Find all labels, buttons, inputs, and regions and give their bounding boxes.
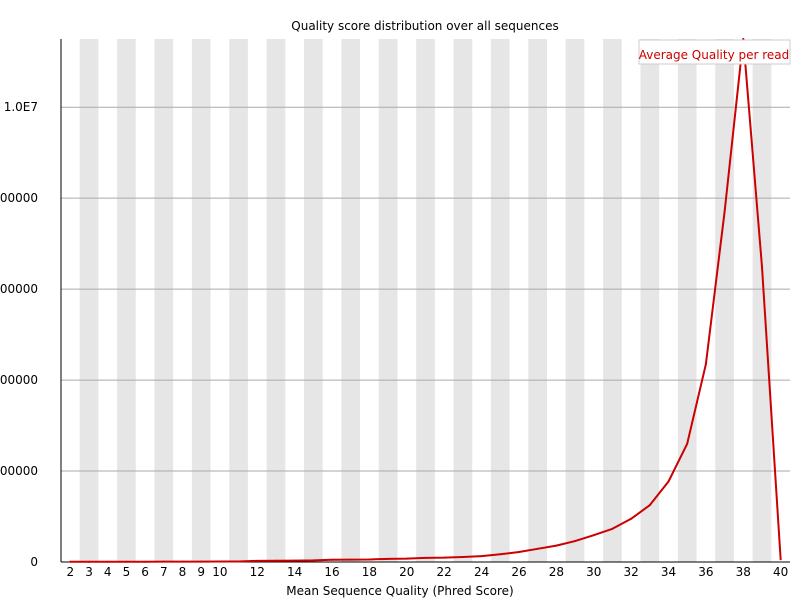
x-tick-label: 2 — [67, 565, 75, 579]
x-tick-label: 18 — [362, 565, 377, 579]
data-point-q7 — [162, 560, 165, 563]
alternating-column-bands — [79, 39, 772, 562]
y-tick-label: 0 — [30, 555, 38, 569]
data-point-q28 — [555, 544, 558, 547]
data-point-q5 — [125, 560, 128, 563]
data-point-q17 — [349, 558, 352, 561]
y-tick-label: 6000000 — [0, 282, 38, 296]
band-column-25 — [490, 39, 510, 562]
band-column-3 — [79, 39, 99, 562]
x-tick-label: 8 — [179, 565, 187, 579]
band-column-7 — [154, 39, 174, 562]
data-point-q15 — [312, 559, 315, 562]
data-point-q32 — [630, 517, 633, 520]
x-tick-label: 40 — [773, 565, 788, 579]
data-point-q10 — [218, 560, 221, 563]
band-column-11 — [229, 39, 248, 562]
x-tick-label: 20 — [399, 565, 414, 579]
x-tick-label: 5 — [123, 565, 131, 579]
x-tick-label: 16 — [324, 565, 339, 579]
band-column-9 — [191, 39, 211, 562]
y-tick-labels: 0 2000000 4000000 6000000 8000000 1.0E7 — [0, 100, 38, 569]
band-column-29 — [565, 39, 585, 562]
data-point-q33 — [648, 504, 651, 507]
data-point-q35 — [686, 442, 689, 445]
data-point-q8 — [181, 560, 184, 563]
y-tick-label: 1.0E7 — [4, 100, 38, 114]
band-column-27 — [528, 39, 547, 562]
band-column-21 — [416, 39, 435, 562]
data-point-q30 — [592, 534, 595, 537]
data-point-q19 — [387, 557, 390, 560]
band-column-19 — [378, 39, 398, 562]
band-column-39 — [752, 39, 772, 562]
x-axis-label: Mean Sequence Quality (Phred Score) — [286, 584, 514, 598]
band-column-37 — [715, 39, 734, 562]
x-tick-labels: 2 3 4 5 6 7 8 9 10 12 14 16 18 20 22 24 26 28 30 32 34 36 38 40 — [67, 565, 789, 579]
y-tick-label: 4000000 — [0, 373, 38, 387]
band-column-33 — [640, 39, 660, 562]
chart-title: Quality score distribution over all sequ… — [291, 19, 558, 33]
x-tick-label: 14 — [287, 565, 302, 579]
data-point-q3 — [88, 560, 91, 563]
data-point-q12 — [256, 559, 259, 562]
horizontal-gridlines — [61, 106, 790, 472]
data-point-q34 — [667, 480, 670, 483]
band-column-17 — [341, 39, 361, 562]
data-point-q39 — [760, 265, 763, 268]
x-tick-label: 34 — [661, 565, 676, 579]
data-point-q22 — [443, 556, 446, 559]
y-tick-label: 2000000 — [0, 464, 38, 478]
data-point-q20 — [405, 557, 408, 560]
data-point-q2 — [69, 560, 72, 563]
x-tick-label: 26 — [511, 565, 526, 579]
data-point-q13 — [274, 559, 277, 562]
legend-entry-average-quality: Average Quality per read — [639, 48, 790, 62]
band-column-31 — [603, 39, 622, 562]
data-point-q18 — [368, 558, 371, 561]
data-point-q24 — [480, 555, 483, 558]
data-point-q23 — [461, 556, 464, 558]
x-tick-label: 6 — [141, 565, 149, 579]
data-point-q36 — [704, 363, 707, 366]
x-tick-label: 22 — [437, 565, 452, 579]
data-point-q6 — [144, 560, 147, 563]
x-tick-label: 4 — [104, 565, 112, 579]
data-point-q31 — [611, 527, 614, 530]
x-tick-label: 32 — [623, 565, 638, 579]
x-tick-label: 3 — [85, 565, 93, 579]
band-column-35 — [677, 39, 697, 562]
x-tick-label: 12 — [250, 565, 265, 579]
data-point-q29 — [574, 540, 577, 543]
band-column-13 — [266, 39, 286, 562]
data-point-q26 — [517, 550, 520, 553]
data-point-q9 — [200, 560, 203, 563]
data-point-q40 — [779, 558, 782, 561]
data-point-q27 — [536, 547, 539, 550]
x-tick-label: 9 — [197, 565, 205, 579]
data-point-q16 — [331, 558, 334, 561]
x-tick-label: 38 — [736, 565, 751, 579]
data-point-q4 — [106, 560, 109, 563]
x-tick-label: 36 — [698, 565, 713, 579]
x-tick-label: 7 — [160, 565, 168, 579]
data-point-q14 — [293, 559, 296, 562]
band-column-23 — [453, 39, 473, 562]
data-point-q25 — [499, 553, 502, 556]
x-tick-label: 10 — [212, 565, 227, 579]
data-point-q21 — [424, 556, 427, 559]
data-points — [69, 38, 782, 563]
x-tick-label: 24 — [474, 565, 489, 579]
x-tick-label: 28 — [549, 565, 564, 579]
legend-box — [638, 39, 791, 65]
legend: Average Quality per read — [638, 39, 791, 65]
x-tick-label: 30 — [586, 565, 601, 579]
band-column-5 — [117, 39, 136, 562]
y-tick-label: 8000000 — [0, 191, 38, 205]
data-point-q11 — [237, 560, 240, 563]
data-point-q37 — [723, 210, 726, 213]
band-column-15 — [304, 39, 323, 562]
